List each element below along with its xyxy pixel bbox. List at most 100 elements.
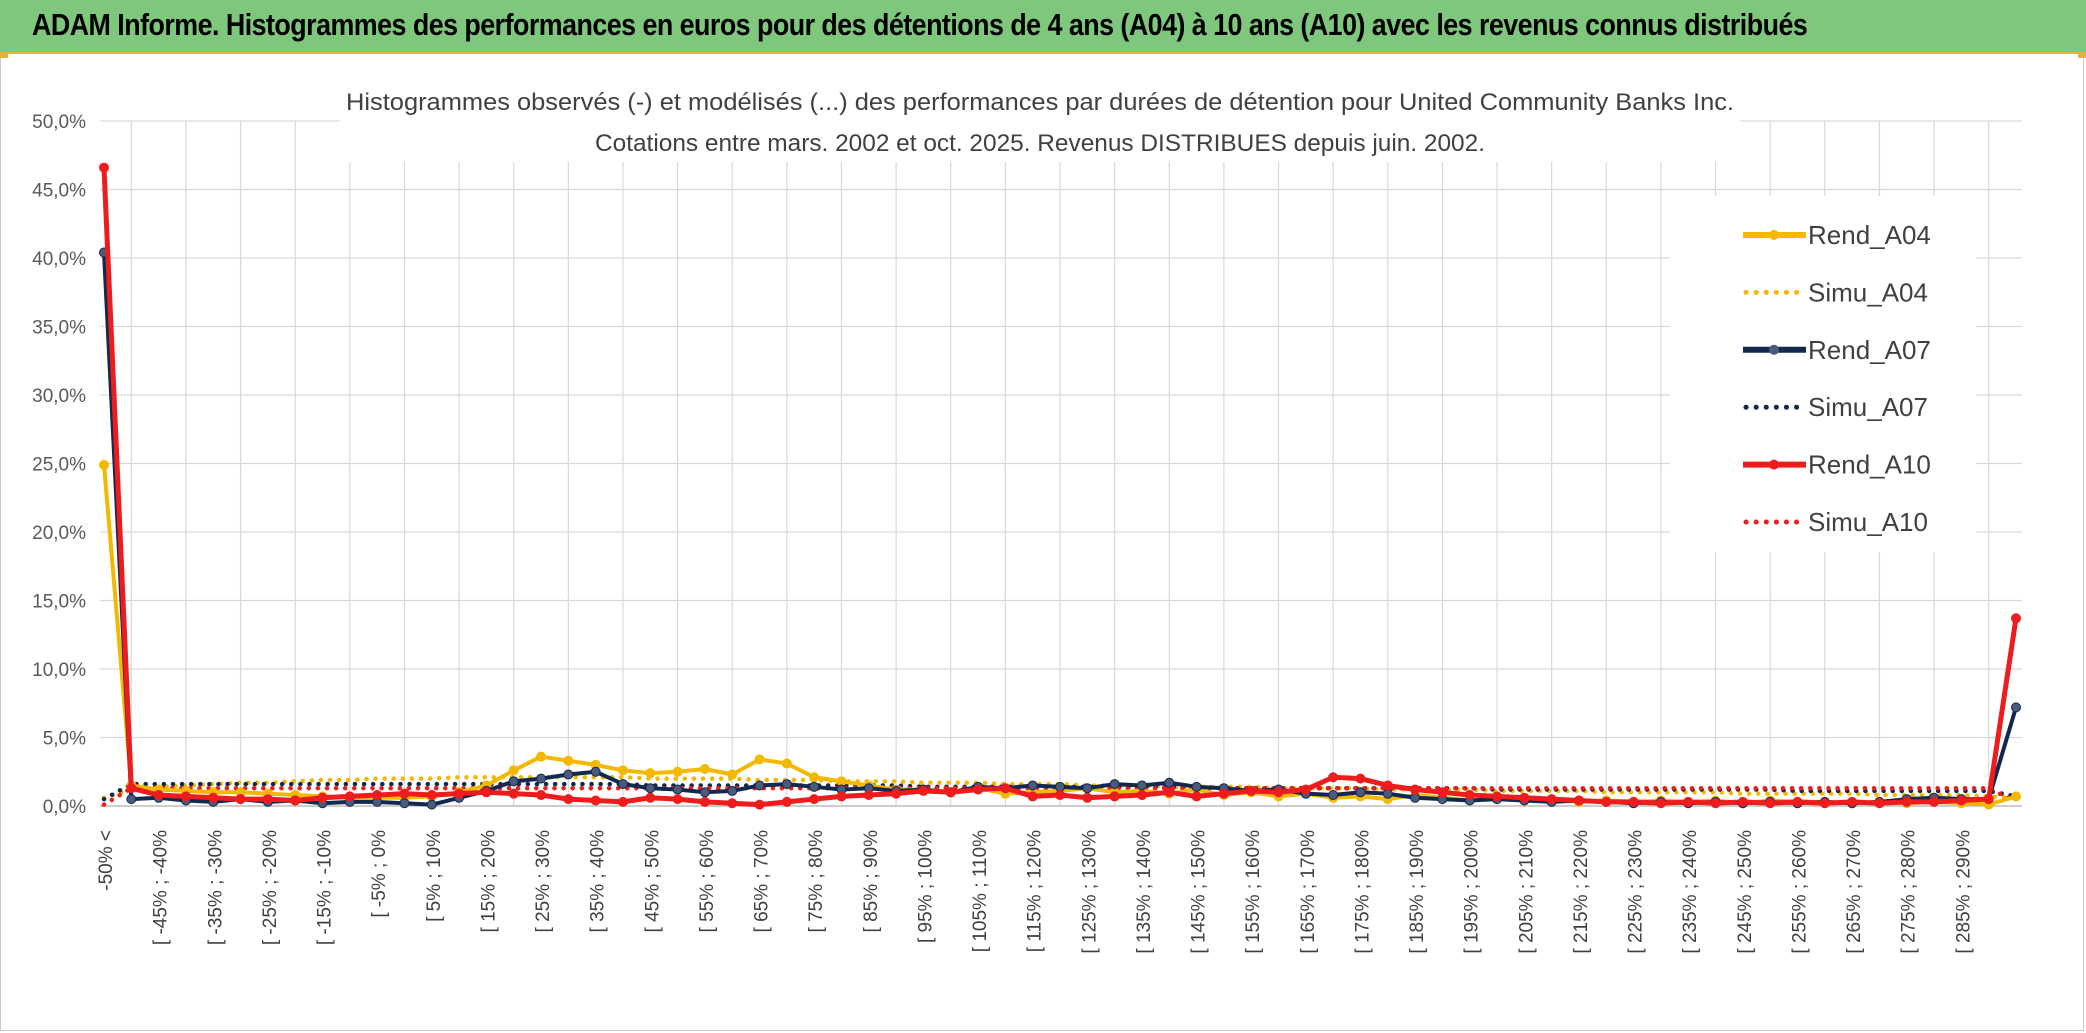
series-rend-a10-point <box>727 798 738 809</box>
x-tick-label: [ 235% ; 240% <box>1680 830 1701 954</box>
x-tick-label: [ 215% ; 220% <box>1571 830 1592 954</box>
x-tick-label: [ 85% ; 90% <box>861 830 882 933</box>
y-tick-label: 40,0% <box>32 249 86 270</box>
series-rend-a10-point <box>1956 795 1967 806</box>
chart-title: Histogrammes observés (-) et modélisés (… <box>346 89 1734 116</box>
series-rend-a10-point <box>1300 784 1311 795</box>
series-rend-a10-point <box>536 790 547 801</box>
x-tick-label: [ 35% ; 40% <box>588 830 609 933</box>
series-rend-a10-point <box>1246 785 1257 796</box>
series-rend-a10-point <box>180 791 191 802</box>
series-rend-a10-point <box>508 788 519 799</box>
series-rend-a10-point <box>1109 791 1120 802</box>
series-rend-a04-point <box>809 772 820 783</box>
series-rend-a10-point <box>1273 787 1284 798</box>
x-tick-label: [ 145% ; 150% <box>1189 830 1210 954</box>
series-rend-a10-point <box>945 787 956 798</box>
series-rend-a10-point <box>891 788 902 799</box>
legend-simu-a07-label: Simu_A07 <box>1808 392 1928 422</box>
series-rend-a10-point <box>781 796 792 807</box>
series-rend-a07-point <box>645 783 656 794</box>
series-rend-a10-point <box>1901 796 1912 807</box>
series-rend-a04-point <box>727 769 738 780</box>
series-rend-a04-point <box>836 776 847 787</box>
legend-rend-a04-marker <box>1769 230 1779 240</box>
x-tick-label: -50% < <box>96 830 117 891</box>
series-rend-a04-point <box>699 764 710 775</box>
series-rend-a10-point <box>645 792 656 803</box>
series-rend-a07-point <box>781 779 792 790</box>
legend-rend-a07-marker <box>1769 344 1779 355</box>
series-rend-a10-point <box>344 791 355 802</box>
series-rend-a10-point <box>1655 798 1666 809</box>
legend-simu-a10-label: Simu_A10 <box>1808 507 1928 537</box>
corner-mark-left <box>0 54 8 58</box>
series-rend-a10-point <box>1519 792 1530 803</box>
series-rend-a07-point <box>126 794 137 805</box>
x-tick-label: [ -25% ; -20% <box>260 830 281 945</box>
series-rend-a10-point <box>563 794 574 805</box>
legend-box <box>1670 196 1976 552</box>
series-rend-a07-point <box>426 799 437 810</box>
series-rend-a10-point <box>1792 796 1803 807</box>
x-tick-label: [ 55% ; 60% <box>697 830 718 933</box>
series-rend-a10-point <box>454 788 465 799</box>
series-rend-a10-point <box>1601 796 1612 807</box>
series-rend-a10-point <box>481 787 492 798</box>
series-rend-a10-point <box>1710 798 1721 809</box>
series-rend-a04-point <box>508 765 519 776</box>
series-rend-a04-point <box>99 459 109 470</box>
x-tick-label: [ 5% ; 10% <box>424 830 445 922</box>
series-rend-a10-point <box>754 799 765 810</box>
series-rend-a10-point <box>1737 796 1748 807</box>
legend-rend-a10-label: Rend_A10 <box>1808 450 1931 480</box>
x-tick-label: [ 165% ; 170% <box>1298 830 1319 954</box>
x-tick-label: [ 25% ; 30% <box>533 830 554 933</box>
series-rend-a10-point <box>1355 773 1366 784</box>
series-rend-a10-point <box>836 791 847 802</box>
series-rend-a10-point <box>1136 790 1147 801</box>
x-tick-label: [ 245% ; 250% <box>1735 830 1756 954</box>
series-rend-a07-point <box>2011 702 2021 713</box>
series-rend-a10-point <box>1464 790 1475 801</box>
y-tick-label: 10,0% <box>32 660 86 681</box>
title-backdrop <box>340 80 1740 162</box>
series-rend-a10-point <box>1847 796 1858 807</box>
series-rend-a04-point <box>781 758 792 769</box>
series-rend-a10-point <box>1000 783 1011 794</box>
series-rend-a10-point <box>973 784 984 795</box>
x-tick-label: [ 155% ; 160% <box>1243 830 1264 954</box>
series-rend-a07-point <box>1055 781 1065 792</box>
header-banner: ADAM Informe. Histogrammes des performan… <box>0 0 2086 54</box>
series-rend-a07-point <box>1164 777 1175 788</box>
legend-rend-a07-label: Rend_A07 <box>1808 335 1931 365</box>
series-rend-a10-point <box>399 788 410 799</box>
series-rend-a10-point <box>1027 791 1038 802</box>
series-rend-a10-point <box>1683 796 1694 807</box>
y-tick-label: 15,0% <box>32 592 86 613</box>
legend-simu-a04-label: Simu_A04 <box>1808 277 1928 307</box>
series-rend-a04-point <box>563 755 574 766</box>
series-rend-a10-point <box>863 790 874 801</box>
series-rend-a10-point <box>1628 796 1639 807</box>
series-rend-a10-point <box>2011 613 2021 624</box>
series-rend-a07-point <box>1082 783 1093 794</box>
chart-subtitle: Cotations entre mars. 2002 et oct. 2025.… <box>595 130 1485 157</box>
x-tick-label: [ 185% ; 190% <box>1407 830 1428 954</box>
x-tick-label: [ 45% ; 50% <box>642 830 663 933</box>
series-rend-a07-point <box>399 798 410 809</box>
series-rend-a10-point <box>1573 795 1584 806</box>
x-tick-label: [ 65% ; 70% <box>752 830 773 933</box>
series-rend-a10-point <box>1082 792 1093 803</box>
y-tick-label: 50,0% <box>32 112 86 133</box>
series-rend-a07-point <box>508 776 519 787</box>
series-rend-a10-point <box>126 783 137 794</box>
y-tick-label: 30,0% <box>32 386 86 407</box>
series-rend-a10-point <box>617 796 628 807</box>
y-tick-label: 25,0% <box>32 455 86 476</box>
series-rend-a07-point <box>617 779 628 790</box>
series-rend-a10-point <box>1191 791 1202 802</box>
x-tick-label: [ 205% ; 210% <box>1516 830 1537 954</box>
series-rend-a10-point <box>1328 772 1339 783</box>
